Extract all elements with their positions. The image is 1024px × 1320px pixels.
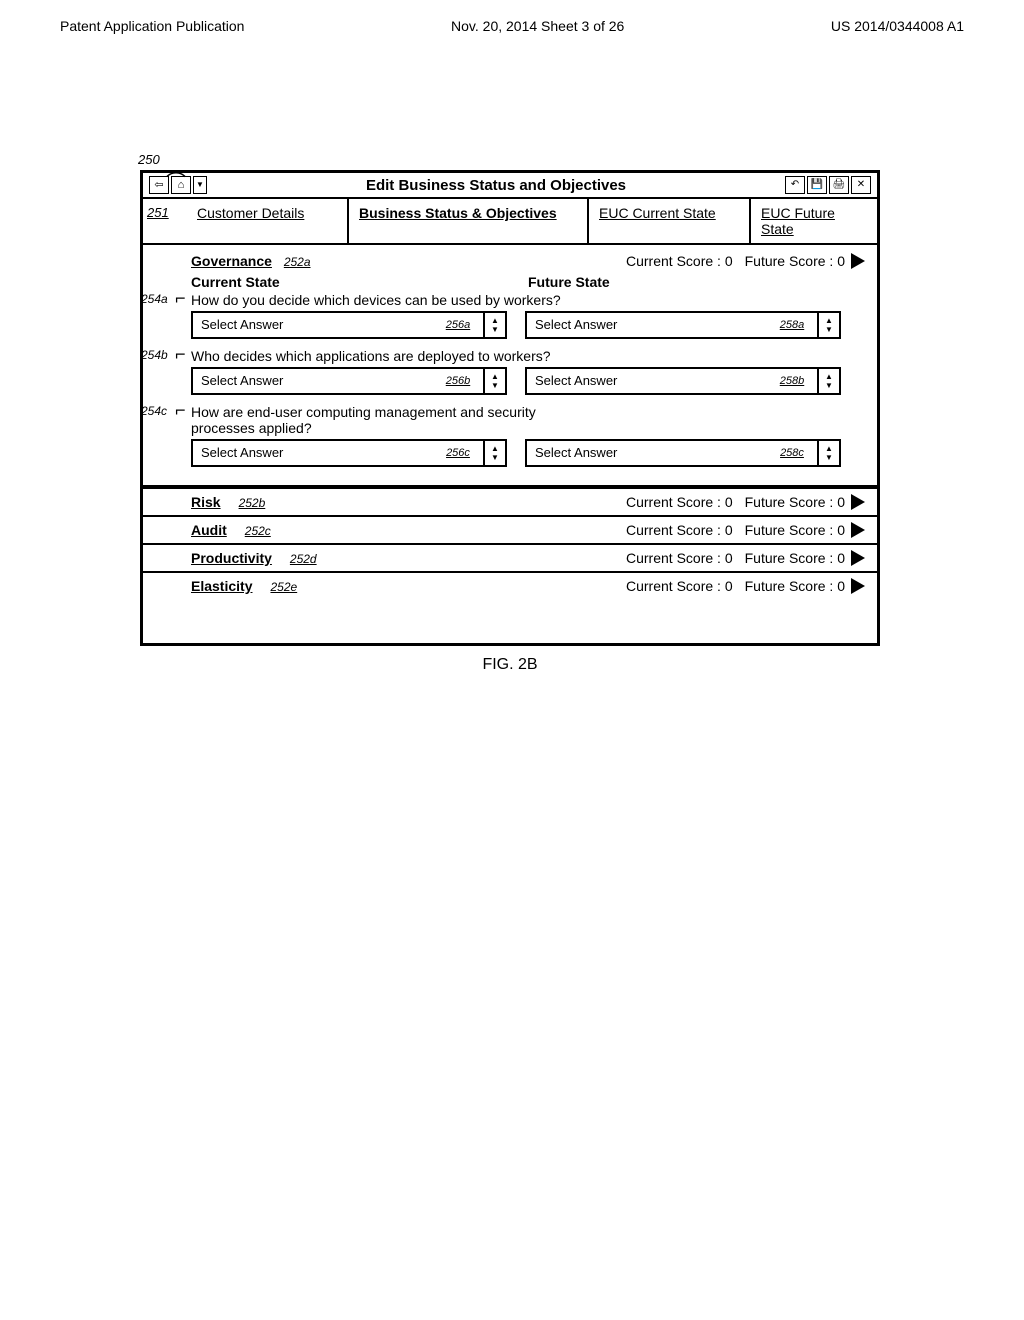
governance-label: Governance [191, 253, 272, 269]
question-2-text: Who decides which applications are deplo… [191, 348, 865, 367]
expand-icon[interactable] [851, 253, 865, 269]
print-icon[interactable]: 🖨 [829, 176, 849, 194]
select-current-1[interactable]: Select Answer 256a ▲▼ [191, 311, 507, 339]
current-state-header: Current State [191, 274, 528, 290]
select-label: Select Answer [193, 369, 433, 393]
question-3-text: How are end-user computing management an… [191, 404, 591, 439]
ref-256a: 256a [433, 313, 483, 337]
tab-customer-details[interactable]: Customer Details [187, 199, 349, 243]
select-current-3[interactable]: Select Answer 256c ▲▼ [191, 439, 507, 467]
ref-251: 251 [143, 199, 187, 243]
audit-future: Future Score : 0 [745, 522, 845, 538]
close-icon[interactable]: ✕ [851, 176, 871, 194]
ref-252c: 252c [245, 524, 271, 538]
select-current-2[interactable]: Select Answer 256b ▲▼ [191, 367, 507, 395]
ref-252d: 252d [290, 552, 317, 566]
expand-icon[interactable] [851, 494, 865, 510]
select-label: Select Answer [527, 441, 767, 465]
ref-254c: 254c [141, 404, 167, 418]
question-block-2: 254b ⌐ Who decides which applications ar… [143, 348, 877, 404]
window-frame: ⇦ ⌂ ▼ Edit Business Status and Objective… [140, 170, 880, 646]
category-elasticity: Elasticity 252e Current Score : 0 Future… [143, 571, 877, 599]
sheet-label: Nov. 20, 2014 Sheet 3 of 26 [451, 18, 624, 34]
ref-256c: 256c [433, 441, 483, 465]
ref-252b: 252b [239, 496, 266, 510]
question-block-3: 254c ⌐ How are end-user computing manage… [143, 404, 877, 481]
productivity-future: Future Score : 0 [745, 550, 845, 566]
audit-current: Current Score : 0 [626, 522, 733, 538]
undo-icon[interactable]: ↶ [785, 176, 805, 194]
curly-icon: ⌐ [175, 288, 186, 309]
question-block-1: 254a ⌐ How do you decide which devices c… [143, 292, 877, 348]
updown-icon[interactable]: ▲▼ [817, 441, 839, 465]
category-audit: Audit 252c Current Score : 0 Future Scor… [143, 515, 877, 543]
page-header: Patent Application Publication Nov. 20, … [0, 0, 1024, 42]
governance-future-score: Future Score : 0 [745, 253, 845, 269]
select-label: Select Answer [527, 313, 767, 337]
elasticity-current: Current Score : 0 [626, 578, 733, 594]
ref-256b: 256b [433, 369, 483, 393]
answer-row-3: Select Answer 256c ▲▼ Select Answer 258c… [191, 439, 865, 467]
ref-254b: 254b [141, 348, 168, 362]
select-label: Select Answer [193, 313, 433, 337]
select-label: Select Answer [527, 369, 767, 393]
pub-label: Patent Application Publication [60, 18, 244, 34]
select-label: Select Answer [193, 441, 433, 465]
window-title: Edit Business Status and Objectives [207, 177, 785, 194]
tabs-row: 251 Customer Details Business Status & O… [143, 199, 877, 245]
governance-scores: Current Score : 0 Future Score : 0 [626, 253, 865, 269]
category-productivity: Productivity 252d Current Score : 0 Futu… [143, 543, 877, 571]
risk-current: Current Score : 0 [626, 494, 733, 510]
expand-icon[interactable] [851, 578, 865, 594]
figure-container: 250 ⌒ ⇦ ⌂ ▼ Edit Business Status and Obj… [140, 170, 880, 674]
dropdown-icon[interactable]: ▼ [193, 176, 207, 194]
figure-caption: FIG. 2B [140, 656, 880, 674]
select-future-1[interactable]: Select Answer 258a ▲▼ [525, 311, 841, 339]
updown-icon[interactable]: ▲▼ [483, 313, 505, 337]
ref-252e: 252e [270, 580, 297, 594]
select-future-3[interactable]: Select Answer 258c ▲▼ [525, 439, 841, 467]
updown-icon[interactable]: ▲▼ [817, 369, 839, 393]
curly-icon: ⌐ [175, 400, 186, 421]
risk-future: Future Score : 0 [745, 494, 845, 510]
elasticity-label: Elasticity [191, 578, 252, 594]
ref-254a: 254a [141, 292, 168, 306]
elasticity-future: Future Score : 0 [745, 578, 845, 594]
tab-euc-future[interactable]: EUC Future State [751, 199, 877, 243]
answer-row-2: Select Answer 256b ▲▼ Select Answer 258b… [191, 367, 865, 395]
updown-icon[interactable]: ▲▼ [483, 369, 505, 393]
tab-business-status[interactable]: Business Status & Objectives [349, 199, 589, 243]
productivity-current: Current Score : 0 [626, 550, 733, 566]
curly-icon: ⌐ [175, 344, 186, 365]
expand-icon[interactable] [851, 522, 865, 538]
patent-number: US 2014/0344008 A1 [831, 18, 964, 34]
governance-current-score: Current Score : 0 [626, 253, 733, 269]
ref-252a: 252a [284, 255, 311, 269]
curly-brace-icon: ⌒ [166, 166, 186, 195]
save-icon[interactable]: 💾 [807, 176, 827, 194]
governance-row: Governance 252a Current Score : 0 Future… [143, 245, 877, 273]
select-future-2[interactable]: Select Answer 258b ▲▼ [525, 367, 841, 395]
updown-icon[interactable]: ▲▼ [483, 441, 505, 465]
tab-euc-current[interactable]: EUC Current State [589, 199, 751, 243]
ref-258c: 258c [767, 441, 817, 465]
ref-250: 250 [138, 152, 160, 167]
ref-258a: 258a [767, 313, 817, 337]
productivity-label: Productivity [191, 550, 272, 566]
risk-label: Risk [191, 494, 221, 510]
title-bar: ⇦ ⌂ ▼ Edit Business Status and Objective… [143, 173, 877, 199]
updown-icon[interactable]: ▲▼ [817, 313, 839, 337]
expand-icon[interactable] [851, 550, 865, 566]
ref-258b: 258b [767, 369, 817, 393]
state-header-row: Current State Future State [143, 273, 877, 292]
window-controls: ↶ 💾 🖨 ✕ [785, 176, 871, 194]
future-state-header: Future State [528, 274, 865, 290]
audit-label: Audit [191, 522, 227, 538]
category-risk: Risk 252b Current Score : 0 Future Score… [143, 487, 877, 515]
answer-row-1: Select Answer 256a ▲▼ Select Answer 258a… [191, 311, 865, 339]
question-1-text: How do you decide which devices can be u… [191, 292, 865, 311]
